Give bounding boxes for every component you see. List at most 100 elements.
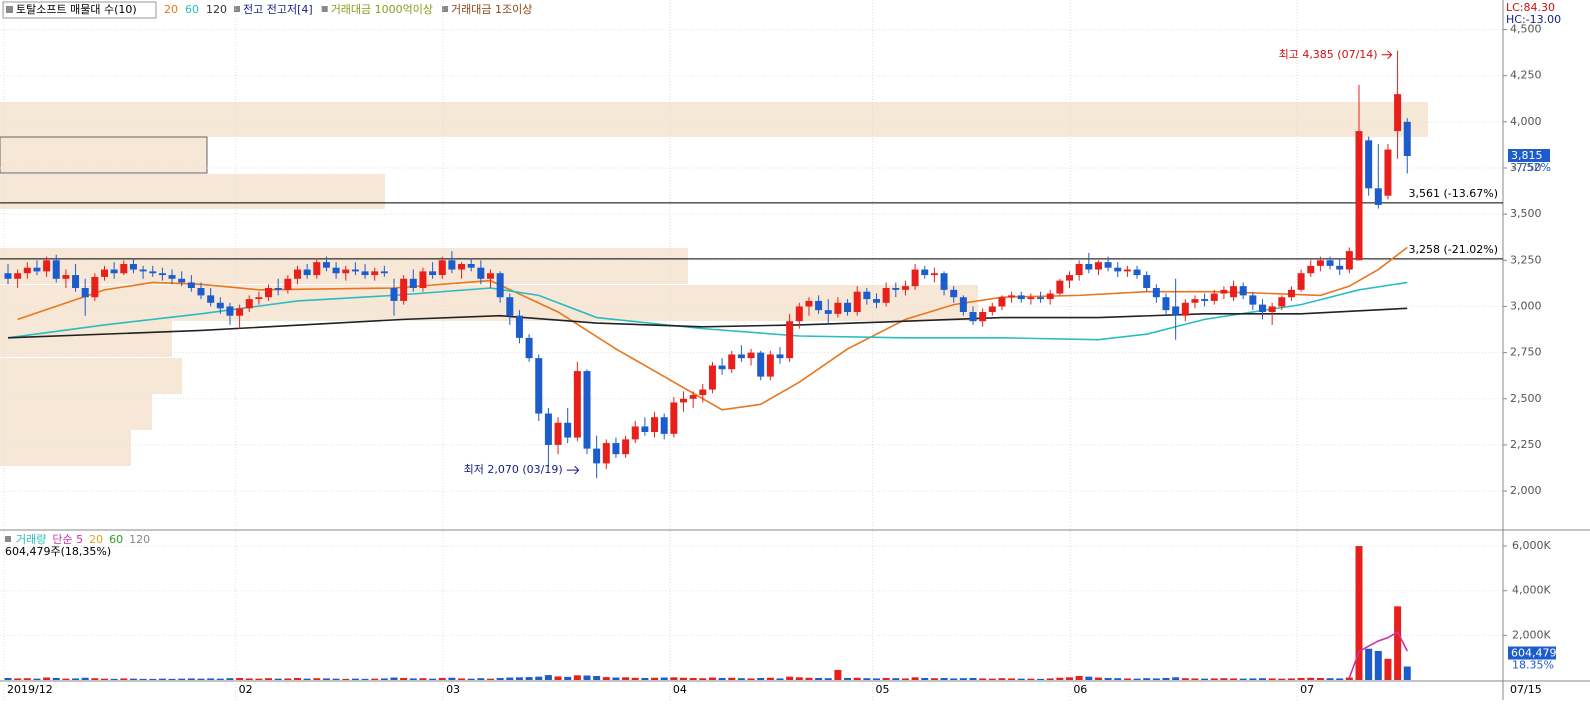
volume-bar xyxy=(43,677,51,680)
volume-bar xyxy=(23,678,31,680)
price-change: -7.52% xyxy=(1512,161,1551,174)
volume-bar xyxy=(1143,678,1151,680)
volume-bar xyxy=(487,678,494,680)
legend-item: 단순 5 xyxy=(52,533,83,546)
y-tick-label: 2,000 xyxy=(1510,484,1542,497)
volume-bar xyxy=(815,677,823,680)
profile-band xyxy=(0,174,385,209)
volume-bar xyxy=(351,678,359,680)
volume-bar xyxy=(322,678,330,680)
volume-bar xyxy=(448,677,456,680)
volume-bar xyxy=(921,677,929,680)
volume-bar xyxy=(795,677,803,680)
candle-body xyxy=(1075,264,1083,276)
candle-body xyxy=(438,260,446,276)
volume-bar xyxy=(1326,678,1334,680)
candle-body xyxy=(274,288,282,290)
volume-bar xyxy=(959,678,967,680)
candle-body xyxy=(863,291,871,300)
volume-bar xyxy=(409,678,417,680)
candle-body xyxy=(525,337,533,359)
candle-body xyxy=(236,308,244,316)
volume-bar xyxy=(988,678,996,680)
legend-item: 60 xyxy=(109,533,123,546)
candle-body xyxy=(641,426,649,432)
volume-bar xyxy=(766,677,774,680)
candle-body xyxy=(322,262,330,268)
candle-body xyxy=(805,300,813,307)
last-price: 3,815 xyxy=(1511,149,1543,162)
legend-item: 20 xyxy=(89,533,103,546)
volume-bar xyxy=(631,677,639,680)
candle-body xyxy=(429,271,437,276)
candle-body xyxy=(766,354,774,377)
candle-body xyxy=(795,306,803,322)
y-tick-label: 2,750 xyxy=(1510,346,1542,359)
candle-body xyxy=(1249,295,1257,305)
candle-body xyxy=(1326,260,1334,266)
last-volume-box xyxy=(1508,646,1556,660)
candle-body xyxy=(1172,306,1180,316)
volume-bar xyxy=(477,678,485,680)
volume-bar xyxy=(728,677,736,680)
volume-bar xyxy=(1133,678,1141,680)
y-tick-label: 4,250 xyxy=(1510,69,1542,82)
candle-body xyxy=(313,262,321,276)
volume-bar xyxy=(873,678,880,680)
volume-bar xyxy=(207,678,215,680)
candle-body xyxy=(593,448,601,464)
volume-bar xyxy=(583,675,591,680)
volume-bar xyxy=(1278,678,1286,680)
volume-bar xyxy=(139,678,147,680)
candle-body xyxy=(1191,299,1199,303)
volume-bar xyxy=(689,677,697,680)
volume-bar xyxy=(371,678,379,680)
candle-body xyxy=(940,273,948,290)
volume-bar xyxy=(1123,678,1131,680)
volume-bar xyxy=(757,677,765,680)
candle-body xyxy=(998,297,1006,307)
candle-body xyxy=(892,288,900,290)
volume-bar xyxy=(940,677,948,680)
y-tick-label: 3,500 xyxy=(1510,207,1542,220)
candle-body xyxy=(1230,286,1238,298)
level-label: 3,258 (-21.02%) xyxy=(1409,243,1498,256)
candle-body xyxy=(81,288,89,298)
legend-icon xyxy=(321,6,328,12)
candle-body xyxy=(1114,267,1122,272)
volume-bar xyxy=(467,678,475,680)
volume-bar xyxy=(14,678,22,680)
candle-body xyxy=(554,422,562,445)
candle-body xyxy=(23,267,31,274)
candle-body xyxy=(786,321,794,359)
volume-bar xyxy=(158,678,166,680)
volume-bar xyxy=(622,677,630,680)
candle-body xyxy=(149,271,157,274)
candle-body xyxy=(207,295,215,303)
candle-body xyxy=(1336,265,1344,270)
volume-bar xyxy=(930,678,938,680)
volume-bar xyxy=(197,678,205,680)
candle-body xyxy=(1094,262,1102,270)
candle-body xyxy=(158,273,166,276)
candle-body xyxy=(351,269,359,272)
x-tick-label: 2019/12 xyxy=(7,683,53,696)
candle-body xyxy=(1123,269,1131,272)
volume-bar xyxy=(1181,678,1189,680)
candle-body xyxy=(544,413,552,445)
volume-bar xyxy=(776,678,784,680)
volume-bar xyxy=(882,677,890,680)
volume-bar xyxy=(1297,677,1305,680)
candle-body xyxy=(622,439,630,455)
x-tick-label: 05 xyxy=(876,683,890,696)
legend-item: 60 xyxy=(185,3,199,16)
volume-bar xyxy=(844,677,852,680)
candle-body xyxy=(1259,304,1266,312)
volume-bar xyxy=(91,678,99,680)
candle-body xyxy=(853,291,861,312)
candle-body xyxy=(776,354,784,359)
volume-bar xyxy=(245,678,253,680)
volume-bar xyxy=(52,677,60,680)
candle-body xyxy=(448,260,456,270)
volume-bar xyxy=(1210,678,1218,680)
